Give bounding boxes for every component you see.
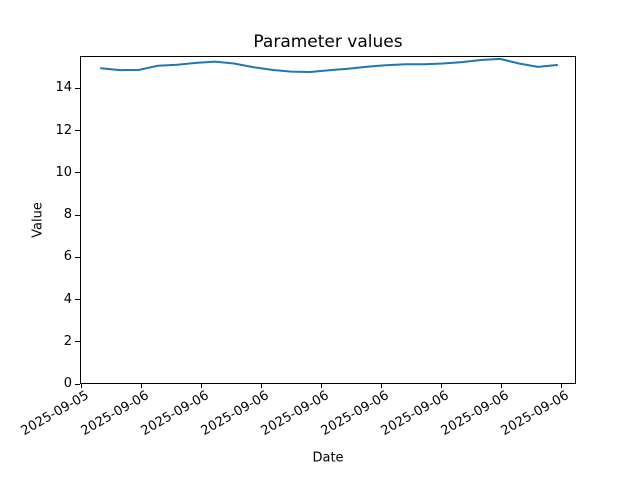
x-tick [201, 384, 202, 388]
x-tick [501, 384, 502, 388]
x-tick [261, 384, 262, 388]
y-axis-label: Value [30, 202, 46, 238]
x-tick [381, 384, 382, 388]
parameter-line [100, 57, 558, 73]
x-axis-label: Date [312, 450, 344, 466]
y-tick-label: 14 [55, 80, 72, 96]
chart-title: Parameter values [253, 32, 403, 52]
x-tick-label: 2025-09-06 [499, 388, 572, 439]
x-tick [321, 384, 322, 388]
y-tick [75, 299, 80, 301]
y-tick-label: 6 [63, 249, 72, 265]
x-tick [141, 384, 142, 388]
plot-area [80, 56, 576, 384]
y-tick [75, 130, 80, 132]
y-tick [75, 256, 80, 258]
y-tick-label: 8 [63, 207, 72, 223]
x-tick [441, 384, 442, 388]
y-tick [75, 341, 80, 343]
y-tick [75, 87, 80, 89]
y-tick-label: 12 [55, 122, 72, 138]
line-plot-svg [100, 57, 558, 73]
y-tick-label: 10 [55, 164, 72, 180]
y-tick-label: 0 [63, 376, 72, 391]
y-tick [75, 214, 80, 216]
y-tick-label: 2 [63, 333, 72, 349]
y-tick-label: 4 [63, 291, 72, 307]
y-tick [75, 383, 80, 385]
x-tick [81, 384, 82, 388]
x-tick [561, 384, 562, 388]
y-tick [75, 172, 80, 174]
